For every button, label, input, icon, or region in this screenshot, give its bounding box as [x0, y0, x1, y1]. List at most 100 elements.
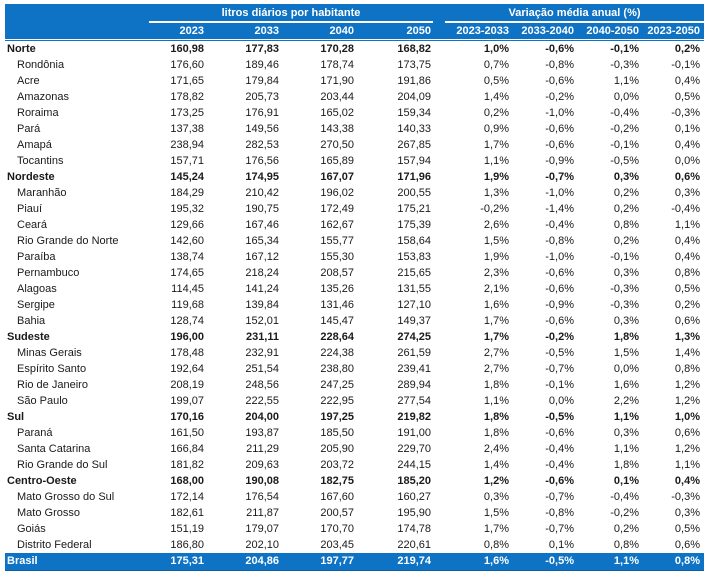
value-cell: 0,2%: [483, 107, 509, 119]
value-cell: 2,6%: [483, 219, 509, 231]
row-label: Pará: [17, 123, 41, 135]
value-cell: 157,94: [397, 155, 431, 167]
value-cell: 139,84: [245, 299, 279, 311]
value-cell: -0,4%: [545, 459, 574, 471]
value-cell: 145,24: [170, 171, 204, 183]
row-label: Roraima: [17, 107, 59, 119]
row-label: Brasil: [5, 553, 133, 571]
year-column-header: 2023-2033: [435, 23, 513, 40]
table-row-pernambuco: Pernambuco 174,65 218,24 208,57 215,65 2,3% -0…: [5, 265, 704, 281]
value-cell: -0,4%: [671, 203, 700, 215]
value-cell: 274,25: [397, 331, 431, 343]
value-cell: 0,8%: [674, 363, 700, 375]
year-column-header: 2023-2050: [643, 23, 704, 40]
value-cell: 161,50: [170, 427, 204, 439]
value-cell: 185,20: [397, 475, 431, 487]
row-label: Goiás: [17, 523, 46, 535]
table-row-paraiba: Paraíba 138,74 167,12 155,30 153,83 1,9% -1,0%…: [5, 249, 704, 265]
table-row-sao-paulo: São Paulo 199,07 222,55 222,95 277,54 1,1% 0,0…: [5, 393, 704, 409]
value-cell: 0,4%: [674, 235, 700, 247]
value-cell: 127,10: [397, 299, 431, 311]
value-cell: -0,8%: [545, 59, 574, 71]
value-cell: 175,21: [397, 203, 431, 215]
table-row-alagoas: Alagoas 114,45 141,24 135,26 131,55 2,1% -0,6%…: [5, 281, 704, 297]
value-cell: 168,00: [170, 475, 204, 487]
year-header-row: 2023 2033 2040 2050 2023-2033 2033-2040 2040-2…: [5, 23, 704, 40]
value-cell: 170,28: [320, 43, 354, 55]
value-cell: -0,1%: [610, 43, 639, 55]
value-cell: 140,33: [397, 123, 431, 135]
value-cell: 1,0%: [674, 411, 700, 423]
row-label: Ceará: [17, 219, 47, 231]
value-cell: 0,3%: [483, 491, 509, 503]
value-cell: -0,6%: [545, 75, 574, 87]
value-cell: 239,41: [397, 363, 431, 375]
value-cell: 267,85: [397, 139, 431, 151]
value-cell: 0,9%: [483, 123, 509, 135]
value-cell: 261,59: [397, 347, 431, 359]
table-row-sergipe: Sergipe 119,68 139,84 131,46 127,10 1,6% -0,9%…: [5, 297, 704, 313]
value-cell: 0,3%: [613, 427, 639, 439]
value-cell: 197,77: [283, 553, 358, 571]
value-cell: 191,86: [397, 75, 431, 87]
value-cell: 171,90: [320, 75, 354, 87]
value-cell: 2,3%: [483, 267, 509, 279]
table-row-bahia: Bahia 128,74 152,01 145,47 149,37 1,7% -0,6% 0,…: [5, 313, 704, 329]
value-cell: 1,3%: [674, 331, 700, 343]
table-row-santa-catarina: Santa Catarina 166,84 211,29 205,90 229,70 2,…: [5, 441, 704, 457]
variacao-group-header: Variação média anual (%): [435, 4, 704, 23]
value-cell: 0,0%: [548, 395, 574, 407]
value-cell: -0,2%: [610, 123, 639, 135]
value-cell: 1,4%: [483, 91, 509, 103]
value-cell: 208,19: [170, 379, 204, 391]
row-label: Maranhão: [17, 187, 67, 199]
table-row-rondonia: Rondônia 176,60 189,46 178,74 173,75 0,7% -0,8…: [5, 57, 704, 73]
year-column-header: 2040: [283, 23, 358, 40]
value-cell: 1,6%: [483, 299, 509, 311]
table-row-ceara: Ceará 129,66 167,46 162,67 175,39 2,6% -0,4% 0,…: [5, 217, 704, 233]
row-label: Minas Gerais: [17, 347, 82, 359]
row-label: Centro-Oeste: [7, 475, 77, 487]
value-cell: 200,57: [320, 507, 354, 519]
value-cell: 0,5%: [674, 91, 700, 103]
value-cell: -0,4%: [610, 491, 639, 503]
value-cell: 0,0%: [613, 91, 639, 103]
value-cell: 2,7%: [483, 363, 509, 375]
label-column-header-spacer: [5, 23, 133, 40]
year-column-header: 2033-2040: [513, 23, 578, 40]
year-column-header: 2050: [358, 23, 435, 40]
value-cell: 193,87: [245, 427, 279, 439]
value-cell: 1,5%: [613, 347, 639, 359]
value-cell: -0,9%: [545, 299, 574, 311]
value-cell: 174,78: [397, 523, 431, 535]
value-cell: 1,5%: [483, 235, 509, 247]
value-cell: 2,2%: [613, 395, 639, 407]
value-cell: 131,46: [320, 299, 354, 311]
table-row-rio-de-janeiro: Rio de Janeiro 208,19 248,56 247,25 289,94 1,…: [5, 377, 704, 393]
value-cell: -1,0%: [545, 107, 574, 119]
value-cell: 0,3%: [613, 267, 639, 279]
value-cell: 0,5%: [674, 523, 700, 535]
table-row-acre: Acre 171,65 179,84 171,90 191,86 0,5% -0,6% 1,1…: [5, 73, 704, 89]
value-cell: 1,7%: [483, 315, 509, 327]
value-cell: 1,6%: [435, 553, 513, 571]
table-row-amapa: Amapá 238,94 282,53 270,50 267,85 1,7% -0,6% -0…: [5, 137, 704, 153]
value-cell: -0,7%: [545, 523, 574, 535]
value-cell: 197,25: [320, 411, 354, 423]
value-cell: 182,61: [170, 507, 204, 519]
value-cell: -0,3%: [671, 491, 700, 503]
value-cell: 247,25: [320, 379, 354, 391]
value-cell: 1,1%: [483, 395, 509, 407]
value-cell: 1,7%: [483, 139, 509, 151]
value-cell: 178,48: [170, 347, 204, 359]
value-cell: 141,24: [245, 283, 279, 295]
row-label: Sudeste: [7, 331, 50, 343]
value-cell: 224,38: [320, 347, 354, 359]
table-row-tocantins: Tocantins 157,71 176,56 165,89 157,94 1,1% -0,…: [5, 153, 704, 169]
value-cell: 0,2%: [613, 523, 639, 535]
value-cell: 0,3%: [674, 187, 700, 199]
table-row-mato-grosso: Mato Grosso 182,61 211,87 200,57 195,90 1,5% -…: [5, 505, 704, 521]
table-row-goias: Goiás 151,19 179,07 170,70 174,78 1,7% -0,7% 0,…: [5, 521, 704, 537]
litros-group-title: litros diários por habitante: [149, 6, 433, 23]
row-label: Amapá: [17, 139, 52, 151]
